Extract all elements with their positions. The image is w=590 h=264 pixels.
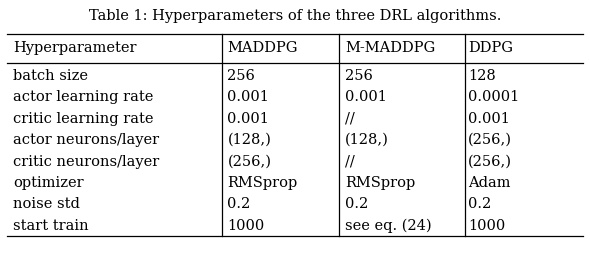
Text: 0.2: 0.2 xyxy=(468,197,491,211)
Text: 0.2: 0.2 xyxy=(228,197,251,211)
Text: //: // xyxy=(345,154,355,168)
Text: start train: start train xyxy=(13,219,88,233)
Text: 0.001: 0.001 xyxy=(468,112,510,126)
Text: 256: 256 xyxy=(228,69,255,83)
Text: MADDPG: MADDPG xyxy=(228,41,298,55)
Text: critic neurons/layer: critic neurons/layer xyxy=(13,154,159,168)
Text: (128,): (128,) xyxy=(228,133,271,147)
Text: M-MADDPG: M-MADDPG xyxy=(345,41,435,55)
Text: 0.001: 0.001 xyxy=(345,90,387,104)
Text: see eq. (24): see eq. (24) xyxy=(345,219,431,233)
Text: Table 1: Hyperparameters of the three DRL algorithms.: Table 1: Hyperparameters of the three DR… xyxy=(89,9,501,23)
Text: RMSprop: RMSprop xyxy=(345,176,415,190)
Text: critic learning rate: critic learning rate xyxy=(13,112,153,126)
Text: 0.001: 0.001 xyxy=(228,90,270,104)
Text: actor learning rate: actor learning rate xyxy=(13,90,153,104)
Text: 1000: 1000 xyxy=(468,219,506,233)
Text: 0.0001: 0.0001 xyxy=(468,90,519,104)
Text: 0.2: 0.2 xyxy=(345,197,368,211)
Text: (256,): (256,) xyxy=(228,154,271,168)
Text: actor neurons/layer: actor neurons/layer xyxy=(13,133,159,147)
Text: (128,): (128,) xyxy=(345,133,389,147)
Text: 0.001: 0.001 xyxy=(228,112,270,126)
Text: //: // xyxy=(345,112,355,126)
Text: optimizer: optimizer xyxy=(13,176,84,190)
Text: Hyperparameter: Hyperparameter xyxy=(13,41,137,55)
Text: RMSprop: RMSprop xyxy=(228,176,298,190)
Text: batch size: batch size xyxy=(13,69,88,83)
Text: Adam: Adam xyxy=(468,176,511,190)
Text: 256: 256 xyxy=(345,69,373,83)
Text: 128: 128 xyxy=(468,69,496,83)
Text: DDPG: DDPG xyxy=(468,41,513,55)
Text: (256,): (256,) xyxy=(468,154,512,168)
Text: noise std: noise std xyxy=(13,197,80,211)
Text: (256,): (256,) xyxy=(468,133,512,147)
Text: 1000: 1000 xyxy=(228,219,265,233)
